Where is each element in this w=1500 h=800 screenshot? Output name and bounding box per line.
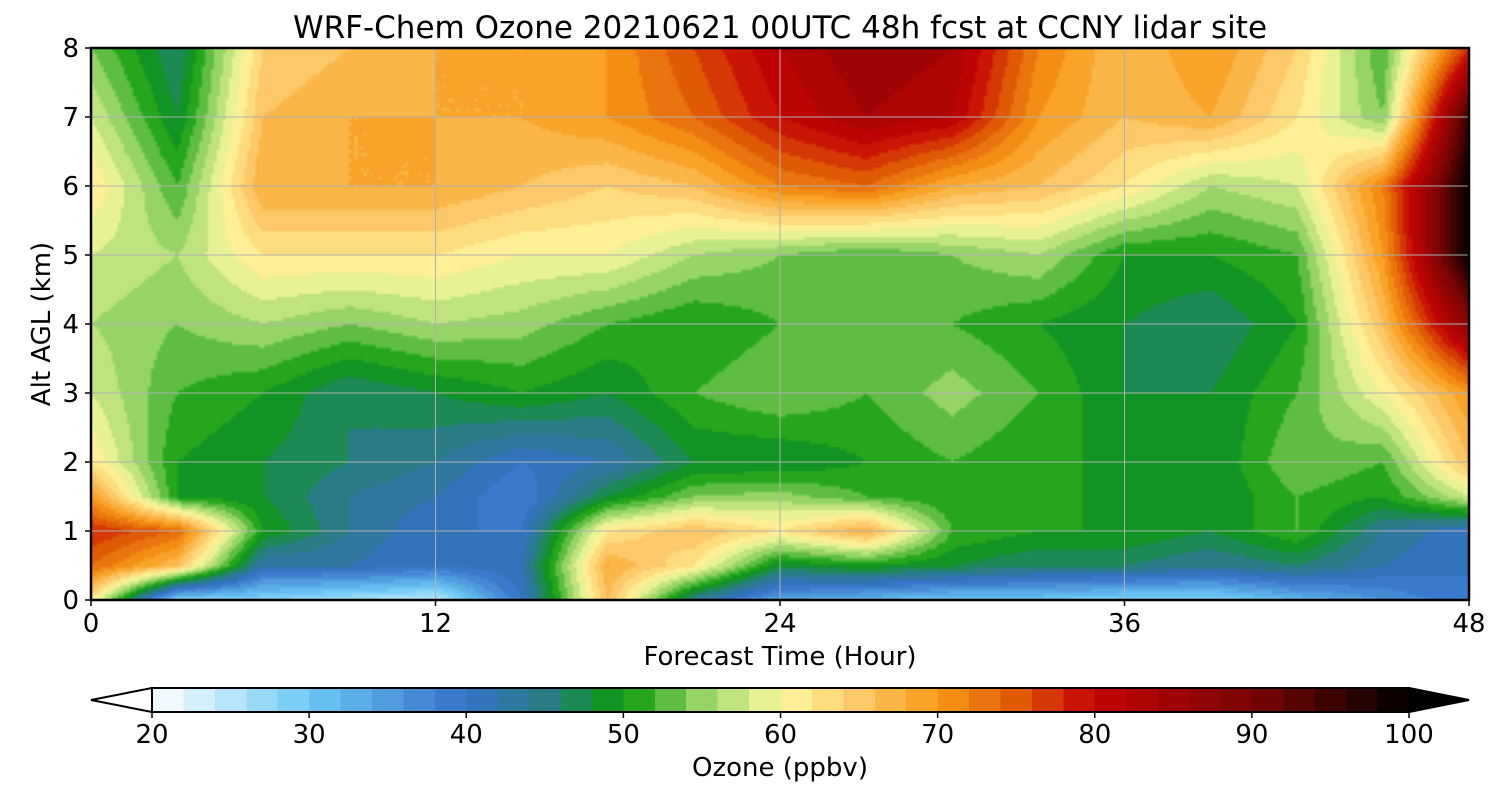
colorbar-tick-label: 20 [135,720,168,750]
y-axis: 0 1 2 3 4 5 6 7 8 [62,34,91,616]
x-tick-label: 36 [1108,609,1141,639]
y-axis-label: Alt AGL (km) [27,242,57,406]
colorbar-tick-label: 90 [1235,720,1268,750]
y-tick-label: 4 [62,310,79,340]
x-tick-label: 48 [1452,609,1485,639]
colorbar-tick-label: 30 [293,720,326,750]
colorbar-tick-label: 60 [764,720,797,750]
x-axis: 0 12 24 36 48 [83,600,1486,639]
colorbar-ticks: 20 30 40 50 60 70 80 90 100 [135,712,1434,750]
y-tick-label: 6 [62,172,79,202]
colorbar-max-extend [1408,686,1470,714]
colorbar-tick-label: 70 [921,720,954,750]
y-tick-label: 7 [62,103,79,133]
y-tick-label: 5 [62,241,79,271]
colorbar-min-extend [90,686,153,714]
colorbar-tick-label: 50 [607,720,640,750]
chart-title: WRF-Chem Ozone 20210621 00UTC 48h fcst a… [293,10,1267,46]
x-tick-label: 0 [83,609,100,639]
y-tick-label: 2 [62,448,79,478]
colorbar: 20 30 40 50 60 70 80 90 100 Ozone (ppbv) [90,686,1470,783]
colorbar-gradient [152,688,1409,712]
colorbar-label: Ozone (ppbv) [692,753,868,783]
colorbar-tick-label: 100 [1384,720,1434,750]
y-tick-label: 1 [62,517,79,547]
x-axis-label: Forecast Time (Hour) [643,642,916,672]
x-tick-label: 12 [419,609,452,639]
y-tick-label: 0 [62,586,79,616]
y-tick-label: 8 [62,34,79,64]
y-tick-label: 3 [62,379,79,409]
x-tick-label: 24 [763,609,796,639]
colorbar-tick-label: 40 [450,720,483,750]
colorbar-tick-label: 80 [1078,720,1111,750]
